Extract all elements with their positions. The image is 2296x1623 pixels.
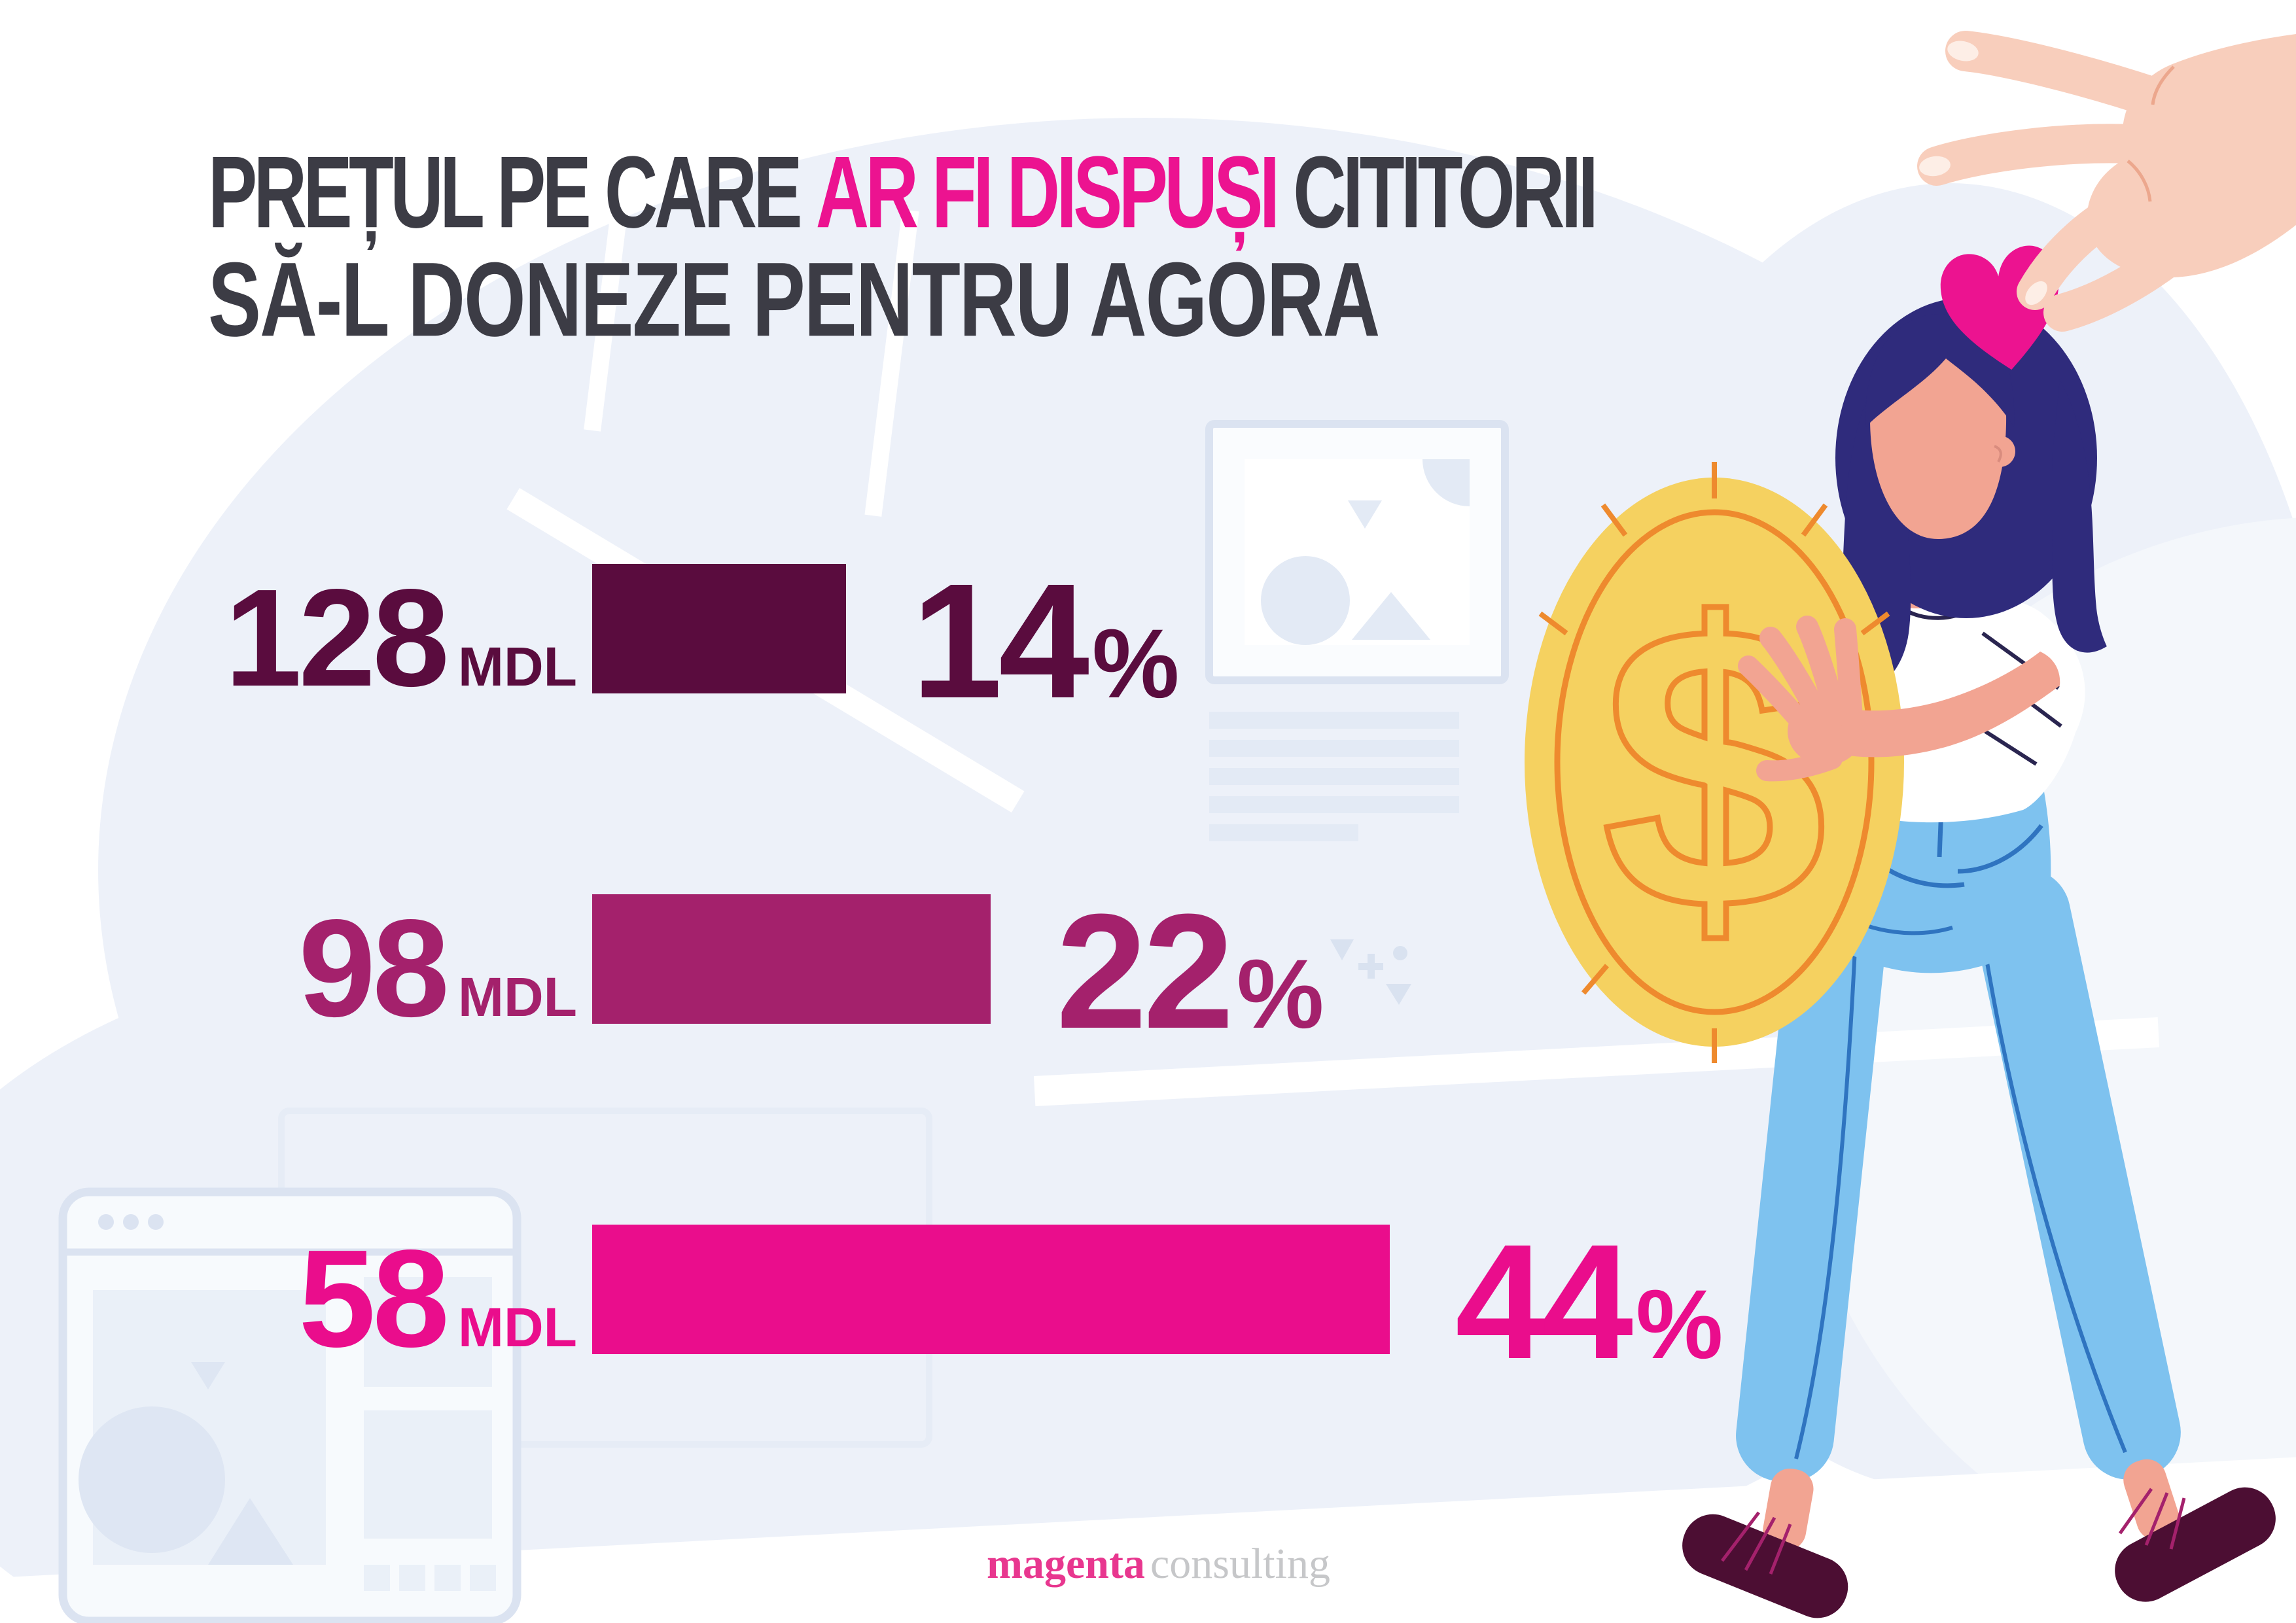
title-text: PREȚUL PE CARE	[208, 135, 816, 250]
face	[1865, 313, 2015, 540]
chart-row-128mdl: 128 MDL 14 %	[0, 550, 2296, 732]
amount-label: 98 MDL	[0, 888, 577, 1048]
percent-label: 44 %	[1455, 1208, 1723, 1396]
amount-value: 128	[224, 560, 450, 716]
ear	[1984, 436, 2015, 467]
percent-value: 22	[1056, 879, 1234, 1062]
watermark-logo: magenta consulting	[987, 1543, 1330, 1586]
percent-sign: %	[1636, 1268, 1723, 1379]
amount-unit: MDL	[458, 966, 577, 1028]
chart-row-98mdl: 98 MDL 22 %	[0, 880, 2296, 1062]
donation-bar	[592, 564, 846, 693]
amount-value: 58	[298, 1221, 450, 1376]
percent-sign: %	[1237, 938, 1324, 1049]
percent-label: 14 %	[911, 547, 1179, 735]
title-text: CITITORII	[1276, 135, 1598, 250]
donation-bar	[592, 1225, 1390, 1354]
donation-bar	[592, 894, 991, 1024]
amount-unit: MDL	[458, 1297, 577, 1359]
amount-unit: MDL	[458, 636, 577, 698]
percent-label: 22 %	[1056, 877, 1324, 1066]
title-highlight: AR FI DISPUȘI	[815, 135, 1280, 250]
percent-value: 14	[911, 549, 1089, 732]
amount-label: 58 MDL	[0, 1219, 577, 1378]
heart-icon	[1940, 245, 2059, 370]
fingernail	[2025, 281, 2047, 305]
watermark-brand: magenta	[987, 1540, 1145, 1588]
title-text: SĂ-L DONEZE PENTRU AGORA	[208, 241, 1380, 359]
amount-label: 128 MDL	[0, 558, 577, 718]
fingernail	[1919, 156, 1951, 177]
ankle	[2123, 1459, 2180, 1541]
percent-sign: %	[1092, 608, 1180, 718]
ankle	[1763, 1468, 1814, 1551]
hand-illustration	[1917, 31, 2296, 332]
chart-row-58mdl: 58 MDL 44 %	[0, 1210, 2296, 1393]
page-title-line1: PREȚUL PE CARE AR FI DISPUȘI CITITORII	[208, 141, 1598, 243]
hair-fringe	[1865, 313, 2015, 427]
watermark-suffix: consulting	[1150, 1540, 1330, 1588]
fingernail	[1947, 41, 1979, 61]
page-title-line2: SĂ-L DONEZE PENTRU AGORA	[208, 247, 1380, 353]
loafer-shoes	[1682, 1487, 2276, 1618]
amount-value: 98	[298, 890, 450, 1046]
percent-value: 44	[1455, 1210, 1633, 1393]
